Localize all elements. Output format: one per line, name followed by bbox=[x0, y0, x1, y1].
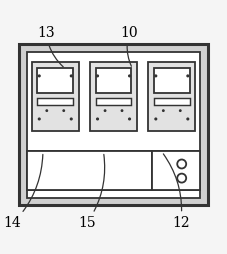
Text: 10: 10 bbox=[120, 26, 138, 66]
Bar bbox=[151, 151, 200, 190]
Circle shape bbox=[38, 75, 40, 77]
Circle shape bbox=[70, 75, 72, 77]
Text: 15: 15 bbox=[78, 154, 105, 230]
Bar bbox=[90, 62, 137, 132]
Circle shape bbox=[180, 110, 181, 111]
Circle shape bbox=[187, 75, 189, 77]
Bar bbox=[27, 151, 151, 190]
Circle shape bbox=[129, 75, 130, 77]
Circle shape bbox=[46, 110, 47, 111]
Circle shape bbox=[187, 118, 189, 120]
Bar bbox=[37, 98, 73, 105]
Bar bbox=[148, 62, 195, 132]
Bar bbox=[19, 44, 208, 205]
Bar bbox=[32, 62, 79, 132]
Circle shape bbox=[129, 118, 130, 120]
Bar bbox=[154, 98, 190, 105]
Bar bbox=[154, 68, 190, 92]
Circle shape bbox=[104, 110, 106, 111]
Circle shape bbox=[155, 118, 157, 120]
Circle shape bbox=[70, 118, 72, 120]
Circle shape bbox=[97, 75, 98, 77]
Circle shape bbox=[97, 118, 98, 120]
Text: 13: 13 bbox=[37, 26, 63, 67]
Circle shape bbox=[63, 110, 64, 111]
Bar bbox=[96, 98, 131, 105]
Text: 14: 14 bbox=[4, 154, 43, 230]
Circle shape bbox=[38, 118, 40, 120]
Bar bbox=[27, 52, 200, 198]
Circle shape bbox=[121, 110, 123, 111]
Bar bbox=[96, 68, 131, 92]
Circle shape bbox=[155, 75, 157, 77]
Text: 12: 12 bbox=[163, 154, 190, 230]
Circle shape bbox=[163, 110, 164, 111]
Bar bbox=[27, 151, 200, 190]
Bar bbox=[37, 68, 73, 92]
